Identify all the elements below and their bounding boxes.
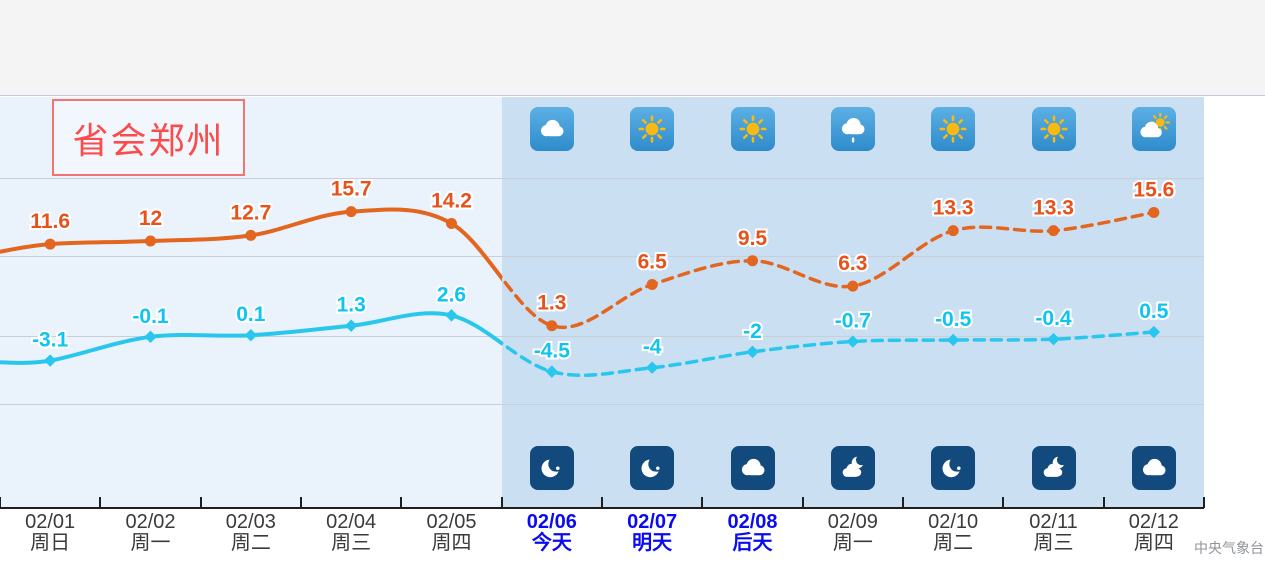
weekday-text: 周四 <box>1133 532 1174 554</box>
weekday-text: 周二 <box>933 532 974 554</box>
date-text: 02/12 <box>1128 511 1179 533</box>
date-text: 02/02 <box>125 511 176 533</box>
axis-tick <box>1102 497 1105 508</box>
cloudy-icon <box>529 107 574 151</box>
weekday-text: 今天 <box>531 532 572 554</box>
weekday-text: 周三 <box>331 532 372 554</box>
city-title-box: 省会郑州 <box>52 99 245 176</box>
date-text: 02/05 <box>426 511 477 533</box>
axis-tick <box>300 497 302 508</box>
axis-tick <box>601 497 603 508</box>
date-text: 02/08 <box>727 511 778 533</box>
cloudy-night-icon <box>730 446 775 490</box>
axis-tick <box>199 497 202 508</box>
date-label: 02/03 周二 <box>201 512 301 554</box>
weekday-text: 周日 <box>30 532 71 554</box>
date-text: 02/09 <box>827 511 878 533</box>
date-text: 02/04 <box>326 511 377 533</box>
date-text: 02/06 <box>526 511 577 533</box>
moon-cloud-icon <box>1031 446 1076 490</box>
sunny-icon <box>630 107 675 151</box>
x-axis-line <box>0 507 1204 509</box>
axis-tick <box>1203 497 1205 508</box>
date-label: 02/10 周二 <box>903 512 1003 554</box>
moon-cloud-icon <box>830 446 875 490</box>
clear-night-icon <box>630 446 675 490</box>
sunny-icon <box>1031 107 1076 151</box>
clear-night-icon <box>529 446 574 490</box>
light-rain-icon <box>830 107 875 151</box>
axis-tick <box>701 497 704 508</box>
date-text: 02/03 <box>225 511 276 533</box>
weekday-text: 周一 <box>832 532 873 554</box>
date-label: 02/08 后天 <box>703 512 803 554</box>
date-label: 02/07 明天 <box>602 512 702 554</box>
date-label: 02/02 周一 <box>101 512 201 554</box>
axis-tick <box>99 497 102 508</box>
date-label: 02/06 今天 <box>502 512 602 554</box>
date-text: 02/11 <box>1029 511 1078 533</box>
date-text: 02/07 <box>627 511 678 533</box>
clear-night-icon <box>931 446 976 490</box>
date-label: 02/04 周三 <box>301 512 401 554</box>
axis-tick <box>400 497 403 508</box>
top-band <box>0 0 1265 96</box>
axis-tick <box>1002 497 1005 508</box>
watermark: 中央气象台 <box>1194 540 1264 556</box>
date-label: 02/12 周四 <box>1104 512 1204 554</box>
axis-tick <box>500 497 503 508</box>
axis-tick <box>801 497 804 508</box>
city-title: 省会郑州 <box>72 119 225 161</box>
date-text: 02/01 <box>25 511 76 533</box>
weekday-text: 周四 <box>431 532 472 554</box>
axis-tick <box>0 497 1 508</box>
sunny-icon <box>730 107 775 151</box>
weekday-text: 周一 <box>130 532 171 554</box>
date-text: 02/10 <box>928 511 979 533</box>
weekday-text: 后天 <box>732 532 773 554</box>
date-label: 02/05 周四 <box>402 512 502 554</box>
date-label: 02/01 周日 <box>0 512 100 554</box>
partly-cloudy-icon <box>1131 107 1176 151</box>
date-label: 02/09 周一 <box>803 512 903 554</box>
weekday-text: 明天 <box>632 532 673 554</box>
weekday-text: 周三 <box>1033 532 1074 554</box>
observed-region-background <box>0 97 502 508</box>
cloudy-night-icon <box>1131 446 1176 490</box>
axis-tick <box>902 497 904 508</box>
weekday-text: 周二 <box>230 532 271 554</box>
date-label: 02/11 周三 <box>1004 512 1104 554</box>
sunny-icon <box>931 107 976 151</box>
